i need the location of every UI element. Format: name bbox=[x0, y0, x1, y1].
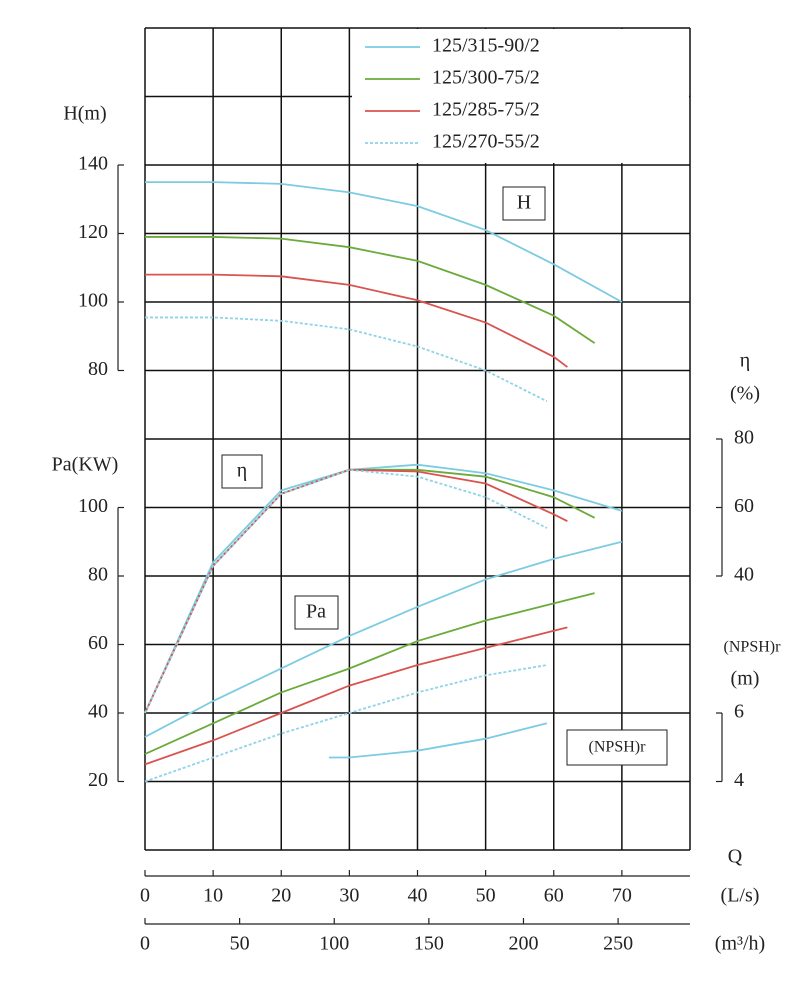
legend-label: 125/270-55/2 bbox=[432, 131, 540, 153]
x-tick-label: 70 bbox=[612, 885, 632, 907]
Pa-tick-label: 20 bbox=[88, 769, 108, 791]
power-curve bbox=[144, 540, 623, 738]
npsh-tick-label: 4 bbox=[734, 769, 744, 791]
x2-tick-label: 50 bbox=[230, 933, 250, 955]
eta-axis-label: η bbox=[740, 350, 750, 372]
x-tick-label: 60 bbox=[544, 885, 564, 907]
H-tick-label: 140 bbox=[78, 153, 108, 175]
x2-tick-label: 250 bbox=[603, 933, 633, 955]
x-axis-label: Q bbox=[728, 846, 743, 868]
legend-box bbox=[352, 29, 689, 163]
annotation-box bbox=[221, 454, 263, 489]
head-curve bbox=[145, 316, 548, 403]
annotation-box bbox=[566, 729, 668, 766]
x-tick-label: 30 bbox=[339, 885, 359, 907]
eta-axis-unit: (%) bbox=[730, 383, 760, 405]
npsh-axis-unit: (m) bbox=[731, 668, 760, 690]
x-axis-unit: (L/s) bbox=[721, 885, 760, 907]
Pa-tick-label: 60 bbox=[88, 632, 108, 654]
legend-label: 125/300-75/2 bbox=[432, 67, 540, 89]
x2-tick-label: 200 bbox=[508, 933, 538, 955]
head-curve bbox=[145, 236, 596, 344]
power-curve bbox=[144, 592, 595, 755]
efficiency-curve bbox=[144, 463, 623, 714]
x-tick-label: 10 bbox=[203, 885, 223, 907]
H-tick-label: 100 bbox=[78, 290, 108, 312]
power-curve bbox=[144, 664, 548, 783]
pa-axis-label: Pa(KW) bbox=[52, 454, 119, 476]
annotation: Pa bbox=[306, 601, 326, 623]
legend: 125/315-90/2 125/300-75/2 125/285-75/2 125/… bbox=[365, 35, 540, 153]
axes: 0 10 20 30 40 50 60 70 0 50 100 150 200 250 80 100 120 14… bbox=[78, 153, 754, 955]
eta-tick-label: 80 bbox=[734, 427, 754, 449]
npsh-curve bbox=[328, 722, 548, 759]
annotation: H bbox=[517, 192, 531, 214]
head-curve bbox=[145, 273, 568, 368]
Pa-tick-label: 80 bbox=[88, 564, 108, 586]
power-curve bbox=[144, 626, 568, 766]
annotation: η bbox=[237, 460, 247, 482]
efficiency-curve bbox=[144, 468, 568, 714]
efficiency-curve bbox=[144, 468, 548, 714]
annotation: (NPSH)r bbox=[589, 739, 647, 756]
x-tick-label: 50 bbox=[476, 885, 496, 907]
head-curve bbox=[145, 181, 623, 303]
Pa-tick-label: 40 bbox=[88, 701, 108, 723]
npsh-axis-label: (NPSH)r bbox=[724, 639, 782, 656]
annotation-box bbox=[294, 595, 339, 630]
curves bbox=[144, 181, 623, 783]
x-tick-label: 20 bbox=[271, 885, 291, 907]
annotation-box bbox=[502, 186, 546, 221]
eta-tick-label: 40 bbox=[734, 564, 754, 586]
legend-label: 125/285-75/2 bbox=[432, 99, 540, 121]
x-tick-label: 40 bbox=[408, 885, 428, 907]
x2-axis-unit: (m³/h) bbox=[715, 933, 765, 955]
x-tick-label: 0 bbox=[140, 885, 150, 907]
x2-tick-label: 150 bbox=[414, 933, 444, 955]
h-axis-label: H(m) bbox=[63, 103, 106, 125]
x2-tick-label: 100 bbox=[319, 933, 349, 955]
x2-tick-label: 0 bbox=[140, 933, 150, 955]
H-tick-label: 80 bbox=[88, 358, 108, 380]
H-tick-label: 120 bbox=[78, 221, 108, 243]
eta-tick-label: 60 bbox=[734, 495, 754, 517]
legend-label: 125/315-90/2 bbox=[432, 35, 540, 57]
npsh-tick-label: 6 bbox=[734, 701, 744, 723]
Pa-tick-label: 100 bbox=[78, 495, 108, 517]
